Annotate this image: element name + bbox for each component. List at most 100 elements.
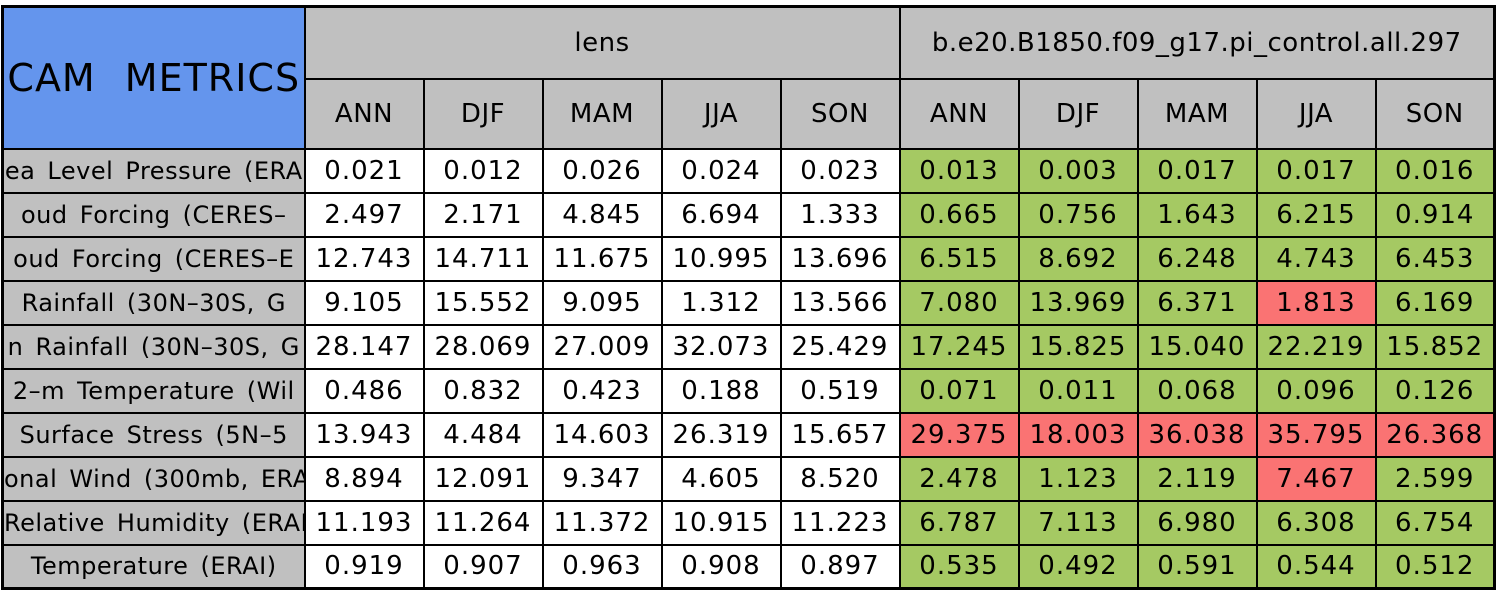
model-value-cell: 0.914	[1374, 191, 1496, 238]
model-value-cell: 26.368	[1374, 411, 1496, 458]
model-value-cell: 0.544	[1255, 543, 1377, 590]
lens-value-cell: 0.908	[660, 543, 782, 590]
lens-value-cell: 10.995	[660, 235, 782, 282]
lens-value-cell: 0.907	[422, 543, 544, 590]
model-value-cell: 2.119	[1136, 455, 1258, 502]
lens-value-cell: 28.147	[303, 323, 425, 370]
model-value-cell: 22.219	[1255, 323, 1377, 370]
table-row: onal Wind (300mb, ERA 8.894 12.091 9.347 4.6…	[1, 455, 1496, 502]
lens-value-cell: 6.694	[660, 191, 782, 238]
model-value-cell: 7.467	[1255, 455, 1377, 502]
lens-value-cell: 0.963	[541, 543, 663, 590]
table-row: oud Forcing (CERES–E 12.743 14.711 11.675 10…	[1, 235, 1496, 282]
model-value-cell: 7.080	[898, 279, 1020, 326]
lens-value-cell: 11.223	[779, 499, 901, 546]
row-label: Surface Stress (5N–5	[1, 411, 306, 458]
row-label: ea Level Pressure (ERA	[1, 147, 306, 194]
row-label: n Rainfall (30N–30S, G	[1, 323, 306, 370]
table-row: Temperature (ERAI) 0.919 0.907 0.963 0.908 0.…	[1, 543, 1496, 590]
season-header-lens-ann: ANN	[303, 77, 425, 150]
model-value-cell: 0.011	[1017, 367, 1139, 414]
model-value-cell: 0.003	[1017, 147, 1139, 194]
lens-value-cell: 2.171	[422, 191, 544, 238]
model-value-cell: 2.478	[898, 455, 1020, 502]
lens-value-cell: 0.023	[779, 147, 901, 194]
table-row: n Rainfall (30N–30S, G 28.147 28.069 27.009…	[1, 323, 1496, 370]
table-row: 2–m Temperature (Wil 0.486 0.832 0.423 0.188…	[1, 367, 1496, 414]
lens-value-cell: 4.845	[541, 191, 663, 238]
model-value-cell: 0.013	[898, 147, 1020, 194]
column-group-model-case: b.e20.B1850.f09_g17.pi_control.all.297	[898, 5, 1496, 80]
model-value-cell: 0.096	[1255, 367, 1377, 414]
model-value-cell: 4.743	[1255, 235, 1377, 282]
model-value-cell: 6.980	[1136, 499, 1258, 546]
model-value-cell: 15.040	[1136, 323, 1258, 370]
model-value-cell: 0.068	[1136, 367, 1258, 414]
season-header-model-mam: MAM	[1136, 77, 1258, 150]
model-value-cell: 13.969	[1017, 279, 1139, 326]
row-label: 2–m Temperature (Wil	[1, 367, 306, 414]
lens-value-cell: 0.919	[303, 543, 425, 590]
lens-value-cell: 15.657	[779, 411, 901, 458]
table-row: Surface Stress (5N–5 13.943 4.484 14.603 26.…	[1, 411, 1496, 458]
lens-value-cell: 25.429	[779, 323, 901, 370]
lens-value-cell: 13.696	[779, 235, 901, 282]
lens-value-cell: 0.486	[303, 367, 425, 414]
model-value-cell: 6.453	[1374, 235, 1496, 282]
lens-value-cell: 0.897	[779, 543, 901, 590]
model-value-cell: 29.375	[898, 411, 1020, 458]
group-header-row: CAM METRICS lens b.e20.B1850.f09_g17.pi_…	[1, 5, 1496, 150]
season-header-model-ann: ANN	[898, 77, 1020, 150]
lens-value-cell: 0.012	[422, 147, 544, 194]
model-value-cell: 0.016	[1374, 147, 1496, 194]
season-header-model-son: SON	[1374, 77, 1496, 150]
season-header-lens-jja: JJA	[660, 77, 782, 150]
table-row: Relative Humidity (ERAI 11.193 11.264 11.37…	[1, 499, 1496, 546]
row-label: oud Forcing (CERES–	[1, 191, 306, 238]
lens-value-cell: 4.484	[422, 411, 544, 458]
model-value-cell: 0.512	[1374, 543, 1496, 590]
lens-value-cell: 14.603	[541, 411, 663, 458]
lens-value-cell: 2.497	[303, 191, 425, 238]
column-group-lens: lens	[303, 5, 901, 80]
lens-value-cell: 15.552	[422, 279, 544, 326]
lens-value-cell: 11.193	[303, 499, 425, 546]
model-value-cell: 6.787	[898, 499, 1020, 546]
model-value-cell: 1.643	[1136, 191, 1258, 238]
row-label: onal Wind (300mb, ERA	[1, 455, 306, 502]
lens-value-cell: 8.894	[303, 455, 425, 502]
model-value-cell: 6.308	[1255, 499, 1377, 546]
lens-value-cell: 9.095	[541, 279, 663, 326]
model-value-cell: 35.795	[1255, 411, 1377, 458]
lens-value-cell: 13.943	[303, 411, 425, 458]
model-value-cell: 0.017	[1255, 147, 1377, 194]
lens-value-cell: 14.711	[422, 235, 544, 282]
season-header-model-jja: JJA	[1255, 77, 1377, 150]
lens-value-cell: 0.021	[303, 147, 425, 194]
lens-value-cell: 11.264	[422, 499, 544, 546]
model-value-cell: 36.038	[1136, 411, 1258, 458]
lens-value-cell: 0.519	[779, 367, 901, 414]
table-title: CAM METRICS	[1, 5, 306, 150]
model-value-cell: 0.591	[1136, 543, 1258, 590]
lens-value-cell: 9.105	[303, 279, 425, 326]
lens-value-cell: 0.026	[541, 147, 663, 194]
model-value-cell: 17.245	[898, 323, 1020, 370]
lens-value-cell: 0.024	[660, 147, 782, 194]
lens-value-cell: 10.915	[660, 499, 782, 546]
season-header-lens-djf: DJF	[422, 77, 544, 150]
model-value-cell: 1.123	[1017, 455, 1139, 502]
lens-value-cell: 9.347	[541, 455, 663, 502]
lens-value-cell: 0.423	[541, 367, 663, 414]
model-value-cell: 6.754	[1374, 499, 1496, 546]
lens-value-cell: 8.520	[779, 455, 901, 502]
lens-value-cell: 13.566	[779, 279, 901, 326]
lens-value-cell: 28.069	[422, 323, 544, 370]
model-value-cell: 6.371	[1136, 279, 1258, 326]
lens-value-cell: 4.605	[660, 455, 782, 502]
lens-value-cell: 27.009	[541, 323, 663, 370]
lens-value-cell: 1.333	[779, 191, 901, 238]
model-value-cell: 15.852	[1374, 323, 1496, 370]
table-row: oud Forcing (CERES– 2.497 2.171 4.845 6.694 1…	[1, 191, 1496, 238]
lens-value-cell: 0.832	[422, 367, 544, 414]
